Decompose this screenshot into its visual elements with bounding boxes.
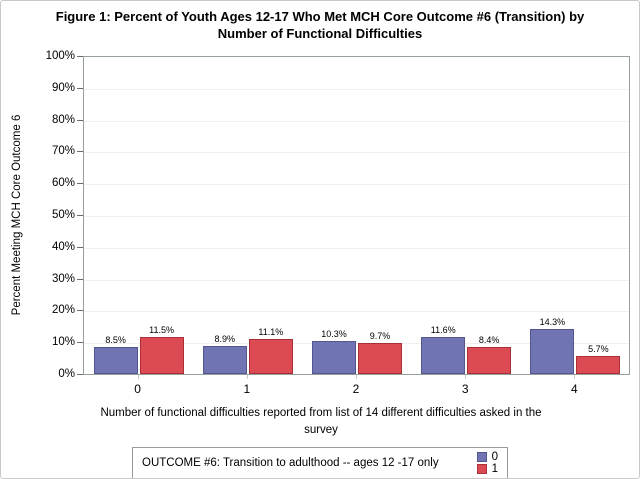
gridline [84,88,629,90]
y-tick-label: 30% [51,272,75,285]
bar-series-0 [530,329,575,374]
legend-entry-label: 0 [491,451,498,463]
bar-value-label: 8.9% [214,334,236,344]
gridline [84,311,629,313]
legend-title: OUTCOME #6: Transition to adulthood -- a… [142,457,439,469]
y-tick-label: 50% [51,209,75,221]
chart-title-line2: Number of Functional Difficulties [217,26,423,41]
bar-series-0 [421,337,466,374]
y-tick-mark [77,151,83,153]
gridline [84,216,629,217]
bar-value-label: 5.7% [588,344,609,354]
y-tick-mark [77,246,83,248]
x-tick-mark [465,375,467,379]
x-tick-mark [137,375,139,379]
gridline [84,120,629,122]
bar-value-label: 11.1% [258,327,284,337]
y-tick-label: 10% [51,336,75,349]
bar-series-1 [576,356,621,374]
y-tick-mark [77,183,83,185]
x-axis-title: Number of functional difficulties report… [71,405,571,439]
x-category-label: 2 [352,382,360,396]
y-tick-label: 40% [51,240,75,253]
x-axis-title-line1: Number of functional difficulties report… [100,407,542,419]
legend: OUTCOME #6: Transition to adulthood -- a… [132,447,508,478]
y-tick-mark [77,374,83,375]
legend-swatch-icon [476,464,487,474]
y-tick-label: 20% [51,304,75,317]
bar-value-label: 9.7% [369,331,391,341]
x-category-label: 4 [571,382,578,396]
bar-series-1 [467,347,512,374]
y-tick-mark [77,310,83,312]
y-tick-mark [77,119,83,121]
bar-value-label: 8.5% [105,335,126,345]
bar-series-0 [93,347,138,374]
gridline [84,152,629,154]
x-tick-mark [246,375,248,379]
bar-value-label: 14.3% [539,317,566,327]
y-tick-label: 100% [45,50,75,62]
x-category-label: 1 [243,382,251,396]
legend-entry-label: 1 [491,463,498,475]
bar-value-label: 8.4% [478,335,500,345]
gridline [84,247,629,249]
x-tick-mark [356,375,357,379]
bar-series-0 [202,346,247,374]
chart-title: Figure 1: Percent of Youth Ages 12-17 Wh… [1,8,639,42]
bar-series-0 [312,341,356,374]
bar-value-label: 11.5% [149,325,175,335]
gridline [84,279,629,281]
y-tick-label: 70% [51,145,75,158]
legend-swatch-icon [476,452,487,462]
gridline [84,184,629,186]
x-category-label: 0 [134,382,141,396]
legend-entry-1: 1 [476,463,498,475]
y-tick-label: 90% [51,81,75,94]
y-tick-label: 0% [58,368,75,380]
bar-value-label: 10.3% [321,329,347,339]
y-tick-mark [77,215,83,216]
y-tick-mark [77,342,83,344]
gridline [84,343,629,345]
plot-area: 8.5% 11.5% 8.9% 11.1% 10.3% 9.7% 11.6% 8.4% 14.3… [83,56,630,375]
bar-series-1 [358,343,402,374]
legend-entry-0: 0 [476,451,498,463]
y-tick-mark [77,278,83,280]
y-tick-label: 80% [51,113,75,126]
bar-value-label: 11.6% [430,325,456,335]
x-category-label: 3 [461,382,469,396]
x-axis-title-line2: survey [304,424,338,436]
y-tick-mark [77,56,83,57]
y-tick-mark [77,87,83,89]
chart-title-line1: Figure 1: Percent of Youth Ages 12-17 Wh… [55,9,585,24]
y-tick-label: 60% [51,177,75,190]
bar-series-1 [248,339,293,374]
bar-series-1 [139,337,184,374]
x-tick-mark [574,375,576,379]
